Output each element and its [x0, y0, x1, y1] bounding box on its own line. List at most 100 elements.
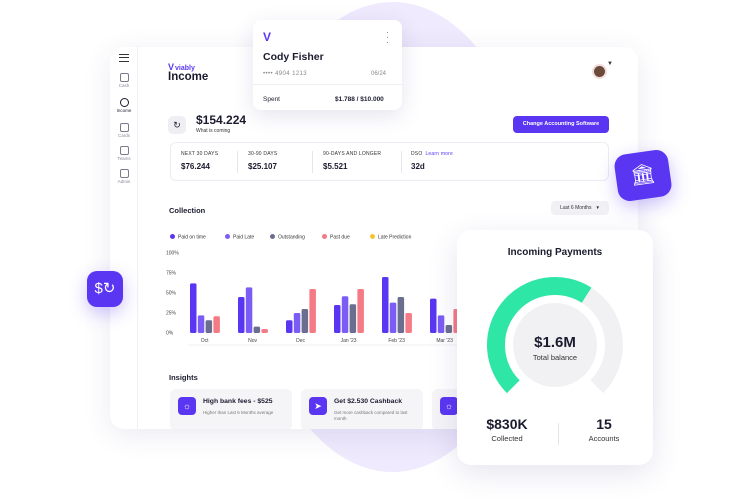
spent-label: Spent [263, 96, 280, 103]
chevron-down-icon: ▼ [595, 205, 600, 210]
x-tick-label: Dec [296, 338, 305, 344]
legend-label: Paid on time [178, 234, 206, 241]
brand-logo: Vviably [168, 62, 195, 72]
insight-desc: Get more cashback compared to last month [334, 410, 408, 421]
stat-value: $25.107 [248, 162, 277, 171]
period-value: Last 6 Months [560, 205, 592, 211]
more-options-icon[interactable]: · · · [386, 28, 389, 47]
stat-label-text: DSO [411, 151, 423, 157]
divider [312, 151, 313, 173]
sidebar-item-label: Teams [117, 156, 131, 161]
payments-title: Incoming Payments [507, 247, 603, 258]
balance-amount: $154.224 [196, 113, 247, 127]
chevron-down-icon[interactable]: ▼ [607, 61, 613, 67]
bar[interactable] [389, 302, 397, 333]
x-tick-label: Oct [201, 338, 209, 344]
divider [237, 151, 238, 173]
spent-value: $1.788 / $10.000 [335, 96, 384, 103]
divider [253, 84, 402, 85]
divider [401, 151, 402, 173]
y-tick-label: 25% [166, 311, 177, 317]
incoming-payments-card: Incoming Payments $1.6M Total balance $8… [457, 230, 653, 465]
x-tick-label: Mar '23 [436, 338, 453, 344]
logo-icon: V [263, 30, 272, 44]
logo-icon: V [168, 62, 175, 72]
sidebar-item-label: Cash [118, 83, 130, 88]
sidebar-item-income[interactable]: Income [110, 98, 138, 113]
card-holder: Cody Fisher [263, 51, 324, 63]
learn-more-link[interactable]: Learn more [425, 151, 454, 157]
bar[interactable] [301, 309, 309, 333]
insight-title: High bank fees - $525 [203, 398, 273, 405]
bar[interactable] [397, 297, 405, 333]
bar[interactable] [245, 287, 253, 333]
avatar[interactable] [592, 64, 607, 79]
team-icon [119, 146, 129, 155]
card-number: •••• 4904 1213 [263, 71, 308, 77]
bar[interactable] [437, 315, 445, 333]
insight-card[interactable]: ➤ Get $2.530 Cashback Get more cashback … [301, 389, 423, 429]
bar[interactable] [382, 277, 389, 333]
bar[interactable] [261, 329, 268, 333]
legend-label: Outstanding [278, 234, 305, 241]
legend-dot [370, 234, 375, 239]
bar[interactable] [197, 315, 205, 333]
legend-dot [225, 234, 230, 239]
legend-dot [322, 234, 327, 239]
period-dropdown[interactable]: Last 6 Months ▼ [551, 201, 609, 215]
bar[interactable] [405, 313, 412, 333]
bar[interactable] [430, 298, 437, 333]
bolt-icon: ➤ [309, 397, 327, 415]
bar[interactable] [334, 305, 341, 333]
stat-label: DSO Learn more [411, 151, 453, 157]
sidebar-item-cash[interactable]: Cash [110, 73, 138, 88]
bar[interactable] [205, 320, 213, 333]
total-balance-value: $1.6M [534, 334, 576, 351]
balance-gauge [487, 277, 623, 394]
bar[interactable] [341, 296, 349, 333]
sidebar-item-label: Admin [117, 179, 131, 184]
page-title: Income [168, 71, 209, 83]
bar[interactable] [286, 320, 293, 333]
bar[interactable] [253, 326, 261, 333]
bar[interactable] [238, 297, 245, 333]
lightbulb-icon: ☼ [178, 397, 196, 415]
card-expiry: 06/24 [371, 71, 387, 77]
collection-chart: 0% 25% 50% 75% 100% Oct Nov Dec Jan '23 Feb '23 Ma… [166, 251, 466, 346]
legend-item: Late Prediction [370, 234, 411, 241]
y-tick-label: 0% [166, 331, 174, 337]
sidebar-item-label: Income [116, 108, 132, 113]
collection-title: Collection [169, 206, 206, 215]
stat-label: 30-90 DAYS [248, 151, 278, 157]
bar[interactable] [445, 325, 453, 333]
sidebar-item-label: Cards [117, 133, 130, 138]
bar[interactable] [190, 283, 197, 333]
stat-value: $5.521 [323, 162, 348, 171]
insight-card[interactable]: ☼ High bank fees - $525 Higher than Last… [170, 389, 292, 429]
card-icon [119, 123, 129, 132]
change-accounting-software-button[interactable]: Change Accounting Software [513, 116, 609, 133]
collected-value: $830K [486, 416, 528, 432]
income-icon [119, 98, 129, 107]
menu-icon[interactable] [119, 54, 129, 62]
stat-label: NEXT 30 DAYS [181, 151, 219, 157]
sidebar-item-teams[interactable]: Teams [110, 146, 138, 161]
x-tick-label: Jan '23 [341, 338, 357, 344]
sidebar-item-cards[interactable]: Cards [110, 123, 138, 138]
sidebar-item-admin[interactable]: Admin [110, 169, 138, 184]
lightbulb-icon: ☼ [440, 397, 458, 415]
bar[interactable] [213, 316, 220, 333]
admin-icon [119, 169, 129, 178]
bar[interactable] [349, 304, 357, 333]
bar[interactable] [309, 289, 316, 333]
credit-card-widget[interactable]: V · · · Cody Fisher •••• 4904 1213 06/24 S… [253, 20, 402, 110]
insight-desc: Higher than Last 6 Months average [203, 410, 274, 415]
legend-label: Past due [330, 234, 350, 241]
legend-item: Paid Late [225, 234, 254, 241]
accounts-label: Accounts [588, 434, 620, 443]
bar[interactable] [293, 313, 301, 333]
stat-90-days-longer: 90-DAYS AND LONGER $5.521 [323, 151, 381, 171]
bar[interactable] [357, 289, 364, 333]
gauge-center [513, 303, 597, 387]
balance-subtitle: What is coming [196, 128, 231, 134]
